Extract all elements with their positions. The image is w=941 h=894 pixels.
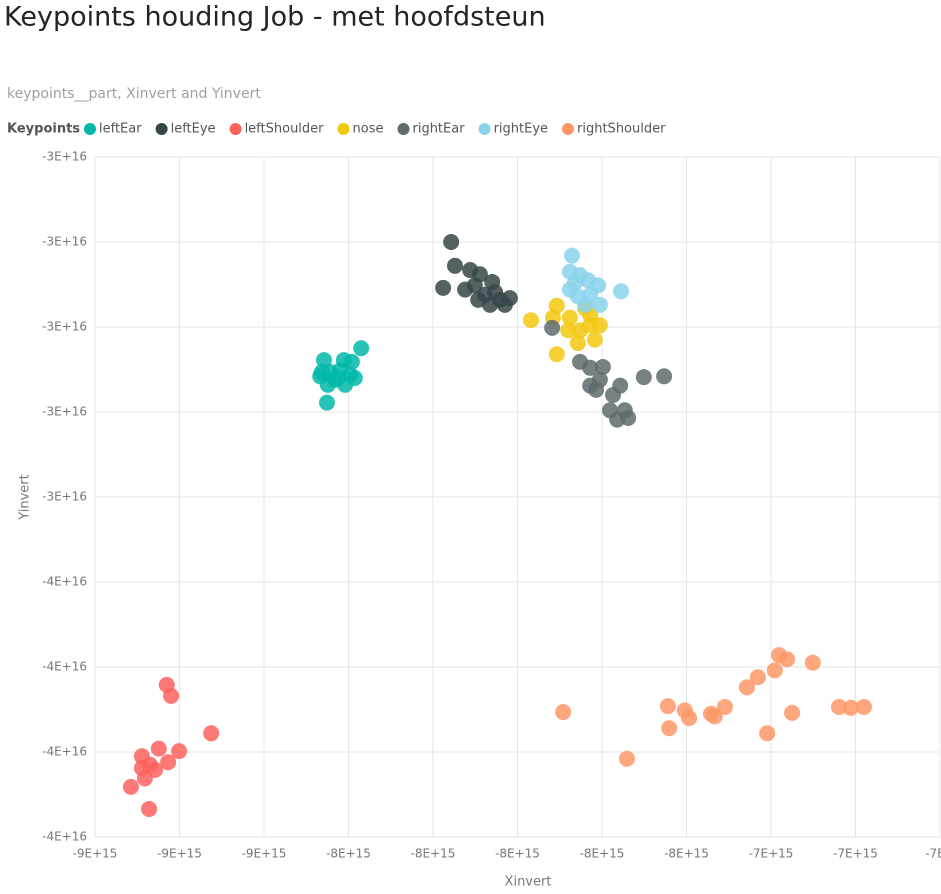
scatter-point <box>582 359 599 376</box>
x-tick-label: -8E+15 <box>495 847 540 861</box>
scatter-point <box>353 340 370 357</box>
scatter-point <box>141 800 158 817</box>
scatter-point <box>804 654 821 671</box>
scatter-point <box>160 754 177 771</box>
x-tick-label: -7E+15 <box>833 847 878 861</box>
y-tick-label: -4E+16 <box>42 830 87 844</box>
scatter-point <box>163 687 180 704</box>
scatter-point <box>855 698 872 715</box>
y-axis-title: Yinvert <box>18 474 33 520</box>
scatter-point <box>343 353 360 370</box>
scatter-point <box>661 720 678 737</box>
scatter-point <box>759 725 776 742</box>
scatter-point <box>681 710 698 726</box>
y-tick-label: -3E+16 <box>42 235 87 249</box>
scatter-point <box>146 761 163 778</box>
scatter-point <box>496 296 513 313</box>
x-tick-label: -9E+15 <box>73 847 118 861</box>
scatter-point <box>555 704 572 721</box>
y-tick-label: -3E+16 <box>42 490 87 504</box>
x-tick-label: -7E+15 <box>749 847 794 861</box>
legend-marker <box>229 123 242 135</box>
scatter-point <box>613 283 630 300</box>
scatter-point <box>564 247 581 264</box>
y-tick-label: -3E+16 <box>42 150 87 164</box>
scatter-point <box>315 352 332 369</box>
scatter-point <box>842 699 859 716</box>
scatter-point <box>779 651 796 668</box>
y-tick-label: -4E+16 <box>42 660 87 674</box>
scatter-point <box>612 377 629 394</box>
scatter-point <box>749 669 766 686</box>
scatter-point <box>171 743 188 760</box>
x-axis-title: Xinvert <box>505 875 552 890</box>
scatter-point <box>738 679 755 696</box>
scatter-point <box>656 368 673 385</box>
scatter-point <box>588 381 605 398</box>
legend-label: rightEye <box>494 122 548 137</box>
scatter-point <box>346 370 363 386</box>
legend-marker <box>337 123 350 135</box>
legend-marker <box>155 123 168 135</box>
scatter-point <box>435 279 452 296</box>
legend-label: rightEar <box>412 122 465 137</box>
scatter-point <box>659 698 676 715</box>
scatter-point <box>594 358 611 375</box>
scatter-point <box>706 708 723 725</box>
y-tick-label: -3E+16 <box>42 405 87 419</box>
scatter-point <box>566 274 583 291</box>
y-tick-label: -4E+16 <box>42 575 87 589</box>
legend-label: leftShoulder <box>245 122 325 137</box>
scatter-point <box>766 662 783 679</box>
scatter-point <box>577 296 594 313</box>
x-tick-label: -9E+15 <box>242 847 287 861</box>
x-tick-label: -8E+15 <box>326 847 371 861</box>
scatter-point <box>716 698 733 715</box>
scatter-point <box>523 312 540 329</box>
scatter-point <box>446 257 463 274</box>
scatter-point <box>203 725 220 742</box>
scatter-point <box>784 704 801 721</box>
scatter-point <box>466 277 483 294</box>
scatter-point <box>586 331 603 348</box>
scatter-point <box>591 296 608 313</box>
scatter-point <box>616 402 633 419</box>
legend-label: rightShoulder <box>577 122 666 137</box>
x-tick-label: -9E+15 <box>157 847 202 861</box>
legend-label: nose <box>353 122 384 137</box>
scatter-point <box>548 346 565 363</box>
legend-marker <box>84 123 96 135</box>
scatter-point <box>560 322 577 339</box>
scatter-point <box>318 394 335 411</box>
legend-title: Keypoints <box>7 122 80 137</box>
x-tick-label: -7E+ <box>925 847 941 861</box>
x-tick-label: -8E+15 <box>664 847 709 861</box>
legend-label: leftEye <box>171 122 216 137</box>
scatter-point <box>313 364 330 381</box>
scatter-point <box>544 319 561 336</box>
legend-label: leftEar <box>99 122 142 137</box>
legend-marker <box>478 123 491 135</box>
chart-subtitle: keypoints__part, Xinvert and Yinvert <box>7 86 261 102</box>
scatter-point <box>569 335 586 352</box>
scatter-point <box>591 317 608 334</box>
x-tick-label: -8E+15 <box>411 847 456 861</box>
legend-marker <box>397 123 410 135</box>
scatter-point <box>150 740 167 757</box>
x-tick-label: -8E+15 <box>580 847 625 861</box>
legend-marker <box>562 123 575 135</box>
y-tick-label: -4E+16 <box>42 745 87 759</box>
chart-title: Keypoints houding Job - met hoofdsteun <box>4 2 546 33</box>
scatter-point <box>122 778 139 795</box>
scatter-point <box>329 370 346 386</box>
y-tick-label: -3E+16 <box>42 320 87 334</box>
scatter-point <box>635 369 652 386</box>
scatter-point <box>487 284 504 301</box>
scatter-point <box>831 698 848 715</box>
scatter-point <box>443 234 460 250</box>
scatter-point <box>561 309 578 326</box>
scatter-point <box>618 750 635 767</box>
